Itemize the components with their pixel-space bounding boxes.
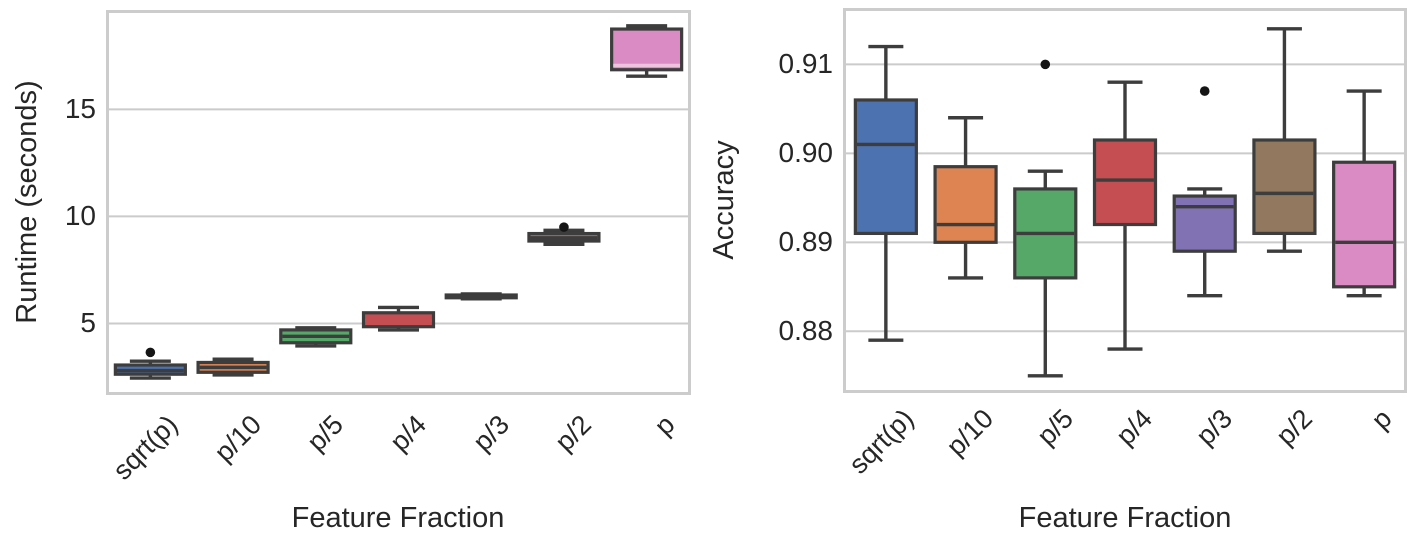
box-group-p/5 xyxy=(1013,59,1078,378)
box-rect xyxy=(610,27,684,72)
box-group-p/5 xyxy=(279,326,353,348)
boxplot-canvas xyxy=(846,27,1404,378)
box-group-p/3 xyxy=(444,292,518,301)
y-tick-label: 0.88 xyxy=(778,315,834,347)
y-tick-label: 5 xyxy=(80,307,96,339)
outlier-dot xyxy=(145,347,156,358)
box-rect xyxy=(1092,138,1158,227)
box-rect xyxy=(933,165,998,244)
x-tick-label: p/5 xyxy=(1031,403,1079,452)
box-group-p xyxy=(610,24,684,78)
box-group-p/10 xyxy=(196,357,270,377)
box-group-p/4 xyxy=(1092,80,1158,351)
runtime-x-axis-label: Feature Fraction xyxy=(291,502,505,534)
y-tick-label: 10 xyxy=(64,200,96,232)
x-tick-label: sqrt(p) xyxy=(842,403,920,480)
box-group-p/2 xyxy=(527,222,601,246)
x-tick-label: p/4 xyxy=(1110,403,1159,452)
y-tick-label: 0.90 xyxy=(778,137,834,169)
boxplot-canvas xyxy=(109,24,688,380)
accuracy-y-axis-label: Accuracy xyxy=(708,140,740,260)
box-rect xyxy=(1252,138,1317,236)
outlier-dot xyxy=(559,222,569,232)
box-rect xyxy=(1332,160,1397,289)
outlier-dot xyxy=(1040,59,1051,70)
box-rect xyxy=(1172,194,1237,253)
y-tick-label: 0.89 xyxy=(778,226,834,258)
y-tick-label: 0.91 xyxy=(778,48,834,80)
accuracy-plot-area xyxy=(843,8,1407,393)
box-rect xyxy=(853,98,918,236)
box-group-p/2 xyxy=(1252,27,1317,253)
box-group-p/4 xyxy=(361,305,436,332)
box-group-p xyxy=(1332,89,1397,298)
x-tick-label: p/3 xyxy=(1190,403,1239,452)
runtime-plot-area xyxy=(106,10,691,395)
outlier-dot xyxy=(1199,86,1210,96)
x-tick-label: p/10 xyxy=(940,403,1000,462)
box-group-sqrt(p) xyxy=(853,44,918,342)
box-group-p/10 xyxy=(933,116,998,280)
box-group-sqrt(p) xyxy=(113,347,187,380)
accuracy-x-axis-label: Feature Fraction xyxy=(1018,502,1232,534)
box-group-p/3 xyxy=(1172,86,1237,298)
x-tick-label: p/2 xyxy=(1270,403,1318,452)
y-tick-label: 15 xyxy=(64,93,96,125)
x-tick-label: p xyxy=(1365,403,1398,436)
